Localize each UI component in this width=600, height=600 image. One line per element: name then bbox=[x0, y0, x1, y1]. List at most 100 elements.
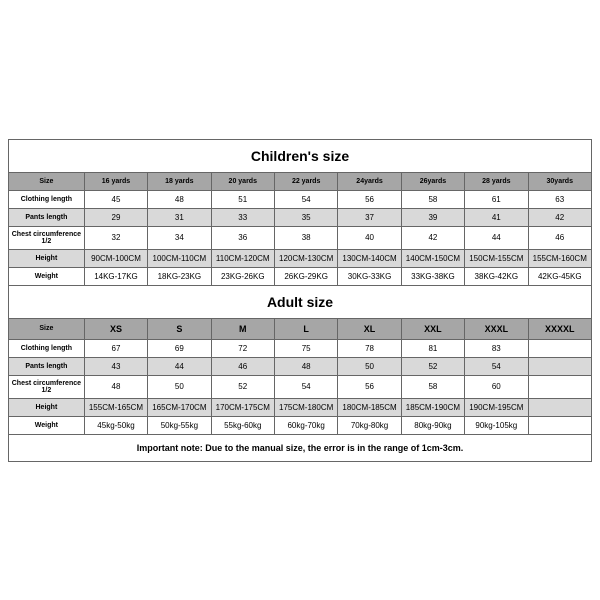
col-header: S bbox=[148, 318, 211, 339]
col-header: 20 yards bbox=[211, 172, 274, 190]
cell: 39 bbox=[401, 208, 464, 226]
children-header-row: Size 16 yards 18 yards 20 yards 22 yards… bbox=[9, 172, 592, 190]
children-title: Children's size bbox=[9, 139, 592, 172]
adult-title: Adult size bbox=[9, 285, 592, 318]
cell: 60 bbox=[465, 375, 528, 398]
col-header: XS bbox=[84, 318, 147, 339]
cell: 100CM-110CM bbox=[148, 249, 211, 267]
adult-header-row: Size XS S M L XL XXL XXXL XXXXL bbox=[9, 318, 592, 339]
cell: 54 bbox=[274, 190, 337, 208]
cell: 165CM-170CM bbox=[148, 398, 211, 416]
col-header: Size bbox=[9, 318, 85, 339]
row-label: Pants length bbox=[9, 208, 85, 226]
cell: 36 bbox=[211, 226, 274, 249]
cell: 33 bbox=[211, 208, 274, 226]
table-row: Chest circumference 1/2 48 50 52 54 56 5… bbox=[9, 375, 592, 398]
col-header: 28 yards bbox=[465, 172, 528, 190]
cell: 70kg-80kg bbox=[338, 416, 401, 434]
cell: 45kg-50kg bbox=[84, 416, 147, 434]
cell: 170CM-175CM bbox=[211, 398, 274, 416]
cell: 30KG-33KG bbox=[338, 267, 401, 285]
cell: 120CM-130CM bbox=[274, 249, 337, 267]
cell: 56 bbox=[338, 190, 401, 208]
cell: 42KG-45KG bbox=[528, 267, 591, 285]
cell bbox=[528, 416, 591, 434]
cell: 190CM-195CM bbox=[465, 398, 528, 416]
cell: 130CM-140CM bbox=[338, 249, 401, 267]
adult-title-row: Adult size bbox=[9, 285, 592, 318]
cell: 150CM-155CM bbox=[465, 249, 528, 267]
row-label: Clothing length bbox=[9, 190, 85, 208]
table-row: Clothing length 67 69 72 75 78 81 83 bbox=[9, 339, 592, 357]
cell bbox=[528, 339, 591, 357]
cell: 63 bbox=[528, 190, 591, 208]
cell: 140CM-150CM bbox=[401, 249, 464, 267]
col-header: Size bbox=[9, 172, 85, 190]
row-label: Height bbox=[9, 249, 85, 267]
cell: 185CM-190CM bbox=[401, 398, 464, 416]
cell: 83 bbox=[465, 339, 528, 357]
cell: 50 bbox=[338, 357, 401, 375]
cell: 155CM-165CM bbox=[84, 398, 147, 416]
cell: 44 bbox=[465, 226, 528, 249]
cell bbox=[528, 375, 591, 398]
cell: 54 bbox=[465, 357, 528, 375]
table-row: Pants length 29 31 33 35 37 39 41 42 bbox=[9, 208, 592, 226]
cell: 33KG-38KG bbox=[401, 267, 464, 285]
note-row: Important note: Due to the manual size, … bbox=[9, 434, 592, 461]
cell: 40 bbox=[338, 226, 401, 249]
cell: 58 bbox=[401, 375, 464, 398]
children-title-row: Children's size bbox=[9, 139, 592, 172]
cell: 42 bbox=[401, 226, 464, 249]
row-label: Pants length bbox=[9, 357, 85, 375]
cell: 34 bbox=[148, 226, 211, 249]
row-label: Weight bbox=[9, 416, 85, 434]
cell: 26KG-29KG bbox=[274, 267, 337, 285]
col-header: 26yards bbox=[401, 172, 464, 190]
row-label: Chest circumference 1/2 bbox=[9, 375, 85, 398]
cell: 90CM-100CM bbox=[84, 249, 147, 267]
cell: 44 bbox=[148, 357, 211, 375]
table-row: Clothing length 45 48 51 54 56 58 61 63 bbox=[9, 190, 592, 208]
table-row: Height 90CM-100CM 100CM-110CM 110CM-120C… bbox=[9, 249, 592, 267]
cell: 55kg-60kg bbox=[211, 416, 274, 434]
cell: 43 bbox=[84, 357, 147, 375]
col-header: XXXL bbox=[465, 318, 528, 339]
cell: 48 bbox=[84, 375, 147, 398]
cell: 38KG-42KG bbox=[465, 267, 528, 285]
table-row: Weight 14KG-17KG 18KG-23KG 23KG-26KG 26K… bbox=[9, 267, 592, 285]
cell: 56 bbox=[338, 375, 401, 398]
cell: 69 bbox=[148, 339, 211, 357]
table-row: Height 155CM-165CM 165CM-170CM 170CM-175… bbox=[9, 398, 592, 416]
cell: 46 bbox=[528, 226, 591, 249]
cell: 48 bbox=[148, 190, 211, 208]
cell: 75 bbox=[274, 339, 337, 357]
col-header: 18 yards bbox=[148, 172, 211, 190]
cell: 52 bbox=[401, 357, 464, 375]
cell: 37 bbox=[338, 208, 401, 226]
cell: 90kg-105kg bbox=[465, 416, 528, 434]
cell: 29 bbox=[84, 208, 147, 226]
cell: 54 bbox=[274, 375, 337, 398]
col-header: XXXXL bbox=[528, 318, 591, 339]
cell: 38 bbox=[274, 226, 337, 249]
cell: 60kg-70kg bbox=[274, 416, 337, 434]
col-header: 30yards bbox=[528, 172, 591, 190]
cell: 35 bbox=[274, 208, 337, 226]
col-header: 22 yards bbox=[274, 172, 337, 190]
cell: 50kg-55kg bbox=[148, 416, 211, 434]
cell: 31 bbox=[148, 208, 211, 226]
row-label: Chest circumference 1/2 bbox=[9, 226, 85, 249]
cell: 81 bbox=[401, 339, 464, 357]
cell: 67 bbox=[84, 339, 147, 357]
cell: 175CM-180CM bbox=[274, 398, 337, 416]
col-header: L bbox=[274, 318, 337, 339]
cell: 72 bbox=[211, 339, 274, 357]
col-header: XXL bbox=[401, 318, 464, 339]
cell: 18KG-23KG bbox=[148, 267, 211, 285]
cell: 50 bbox=[148, 375, 211, 398]
cell: 61 bbox=[465, 190, 528, 208]
cell: 14KG-17KG bbox=[84, 267, 147, 285]
cell: 78 bbox=[338, 339, 401, 357]
size-chart-table: Children's size Size 16 yards 18 yards 2… bbox=[8, 139, 592, 462]
